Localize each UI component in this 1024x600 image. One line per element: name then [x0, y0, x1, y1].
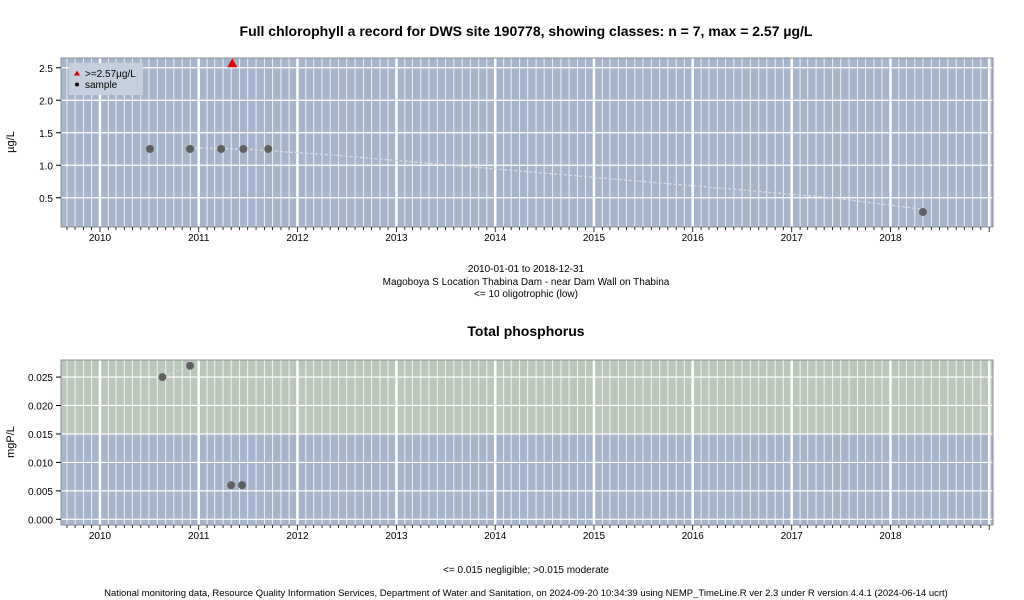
chlorophyll-chart: Full chlorophyll a record for DWS site 1… — [5, 23, 994, 300]
chlorophyll-x-tick-label: 2011 — [188, 233, 210, 244]
chlorophyll-sample-point — [217, 145, 226, 153]
phosphorus-y-tick-label: 0.015 — [28, 430, 53, 441]
phosphorus-x-axis: 2010 2011 2012 2013 2014 2015 2016 2017 2018 — [66, 525, 990, 542]
chlorophyll-x-tick-label: 2013 — [385, 233, 408, 244]
chlorophyll-y-tick-label: 1.0 — [39, 161, 53, 172]
chlorophyll-y-tick-label: 2.5 — [39, 64, 53, 75]
chlorophyll-x-tick-label: 2018 — [879, 233, 902, 244]
chlorophyll-y-tick-label: 1.5 — [39, 129, 53, 140]
phosphorus-x-tick-label: 2016 — [682, 531, 705, 542]
phosphorus-x-tick-label: 2018 — [879, 531, 902, 542]
chlorophyll-gridlines — [61, 58, 993, 227]
phosphorus-y-tick-label: 0.020 — [28, 402, 53, 413]
chlorophyll-points — [146, 58, 927, 217]
legend-sample-marker — [75, 82, 79, 87]
phosphorus-gridlines — [61, 360, 993, 525]
phosphorus-y-axis: 0.000 0.005 0.010 0.015 0.020 0.025 — [28, 373, 61, 526]
phosphorus-x-tick-label: 2013 — [385, 531, 408, 542]
phosphorus-y-tick-label: 0.025 — [28, 373, 53, 384]
chlorophyll-sample-point — [186, 145, 195, 153]
footer-note: National monitoring data, Resource Quali… — [104, 588, 948, 599]
phosphorus-y-tick-label: 0.000 — [28, 515, 53, 526]
phosphorus-x-tick-label: 2011 — [188, 531, 210, 542]
chlorophyll-x-tick-label: 2015 — [583, 233, 606, 244]
chlorophyll-trend-line — [189, 147, 923, 211]
chlorophyll-class-bands — [61, 58, 993, 227]
phosphorus-x-tick-label: 2015 — [583, 531, 606, 542]
chlorophyll-y-axis-label: µg/L — [5, 131, 17, 153]
phosphorus-x-tick-label: 2017 — [781, 531, 804, 542]
phosphorus-x-tick-label: 2012 — [286, 531, 309, 542]
phosphorus-x-tick-label: 2014 — [484, 531, 507, 542]
phosphorus-band-0 — [61, 433, 993, 525]
phosphorus-plot-frame — [60, 359, 994, 526]
chlorophyll-sample-point — [239, 145, 248, 153]
phosphorus-points — [158, 361, 246, 490]
chlorophyll-y-tick-label: 2.0 — [39, 96, 53, 107]
phosphorus-class-caption: <= 0.015 negligible; >0.015 moderate — [443, 565, 609, 576]
phosphorus-sample-point — [237, 481, 246, 490]
legend-max-marker — [74, 70, 80, 76]
phosphorus-x-tick-label: 2010 — [89, 531, 112, 542]
phosphorus-y-tick-label: 0.010 — [28, 458, 53, 469]
chlorophyll-sample-point — [264, 145, 273, 153]
chlorophyll-legend: >=2.57µg/L sample — [69, 63, 143, 95]
chlorophyll-plot-frame — [60, 57, 994, 228]
phosphorus-title: Total phosphorus — [467, 323, 584, 339]
chlorophyll-site-caption: Magoboya S Location Thabina Dam - near D… — [383, 277, 670, 288]
chlorophyll-date-range-caption: 2010-01-01 to 2018-12-31 — [468, 264, 585, 275]
legend-max-label: >=2.57µg/L — [85, 69, 136, 80]
phosphorus-y-axis-label: mgP/L — [5, 426, 17, 458]
chlorophyll-title: Full chlorophyll a record for DWS site 1… — [240, 23, 813, 39]
chlorophyll-y-axis: 0.5 1.0 1.5 2.0 2.5 — [39, 64, 61, 205]
phosphorus-sample-point — [227, 481, 236, 490]
chlorophyll-x-tick-label: 2016 — [682, 233, 705, 244]
phosphorus-band-1 — [61, 360, 993, 434]
chlorophyll-class-caption: <= 10 oligotrophic (low) — [474, 289, 578, 300]
chlorophyll-sample-point — [146, 145, 155, 153]
chlorophyll-x-axis: 2010 2011 2012 2013 2014 2015 2016 2017 2018 — [66, 227, 990, 244]
chlorophyll-trend-path — [189, 147, 923, 211]
chlorophyll-band-0 — [61, 58, 993, 227]
chlorophyll-x-tick-label: 2014 — [484, 233, 507, 244]
chlorophyll-x-tick-label: 2012 — [286, 233, 309, 244]
phosphorus-sample-point — [186, 361, 195, 370]
phosphorus-y-tick-label: 0.005 — [28, 487, 53, 498]
legend-sample-label: sample — [85, 80, 118, 91]
phosphorus-class-bands — [61, 360, 993, 525]
max-sample-marker — [227, 58, 238, 68]
chlorophyll-y-tick-label: 0.5 — [39, 194, 53, 205]
chlorophyll-x-tick-label: 2017 — [781, 233, 804, 244]
phosphorus-chart: Total phosphorus 0.0000.0050.0100.0150.0… — [5, 323, 994, 576]
legend-box — [69, 63, 143, 95]
chlorophyll-sample-point — [918, 208, 927, 217]
chlorophyll-x-tick-label: 2010 — [89, 233, 112, 244]
phosphorus-sample-point — [158, 373, 167, 382]
